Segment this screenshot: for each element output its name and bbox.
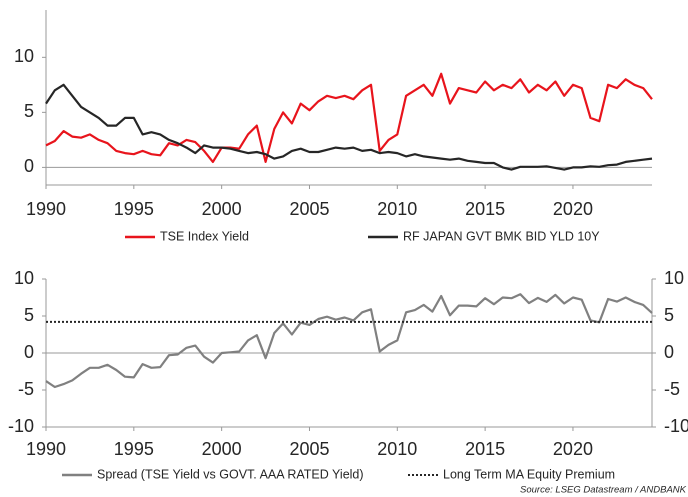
x-tick-label: 2015	[465, 439, 505, 459]
y-tick-label: 0	[24, 156, 34, 176]
x-tick-label: 2000	[202, 439, 242, 459]
series-line	[45, 293, 653, 389]
x-tick-label: 2005	[289, 199, 329, 219]
x-tick-label: 1990	[26, 439, 66, 459]
x-tick-label: 2020	[553, 439, 593, 459]
y2-tick-label: -10	[664, 416, 688, 436]
y-tick-label: 10	[14, 268, 34, 288]
y2-tick-label: 10	[664, 268, 684, 288]
x-tick-label: 2000	[202, 199, 242, 219]
legend-label: Spread (TSE Yield vs GOVT. AAA RATED Yie…	[97, 467, 364, 481]
y2-tick-label: 5	[664, 305, 674, 325]
legend-label: Long Term MA Equity Premium	[443, 467, 615, 481]
legend-label: RF JAPAN GVT BMK BID YLD 10Y	[403, 229, 600, 243]
y2-tick-label: 0	[664, 342, 674, 362]
legend-label: TSE Index Yield	[160, 229, 249, 243]
x-tick-label: 2005	[289, 439, 329, 459]
x-tick-label: 1995	[114, 199, 154, 219]
y-tick-label: 0	[24, 342, 34, 362]
x-tick-label: 2015	[465, 199, 505, 219]
x-tick-label: 1990	[26, 199, 66, 219]
y2-tick-label: -5	[664, 379, 680, 399]
x-tick-label: 2010	[377, 439, 417, 459]
series-line	[45, 72, 653, 163]
x-tick-label: 2010	[377, 199, 417, 219]
x-tick-label: 2020	[553, 199, 593, 219]
y-tick-label: 10	[14, 46, 34, 66]
source-note: Source: LSEG Datastream / ANDBANK	[520, 485, 687, 496]
y-tick-label: -10	[8, 416, 34, 436]
y-tick-label: 5	[24, 305, 34, 325]
x-tick-label: 1995	[114, 439, 154, 459]
series-line	[45, 83, 653, 171]
y-tick-label: 5	[24, 101, 34, 121]
y-tick-label: -5	[18, 379, 34, 399]
